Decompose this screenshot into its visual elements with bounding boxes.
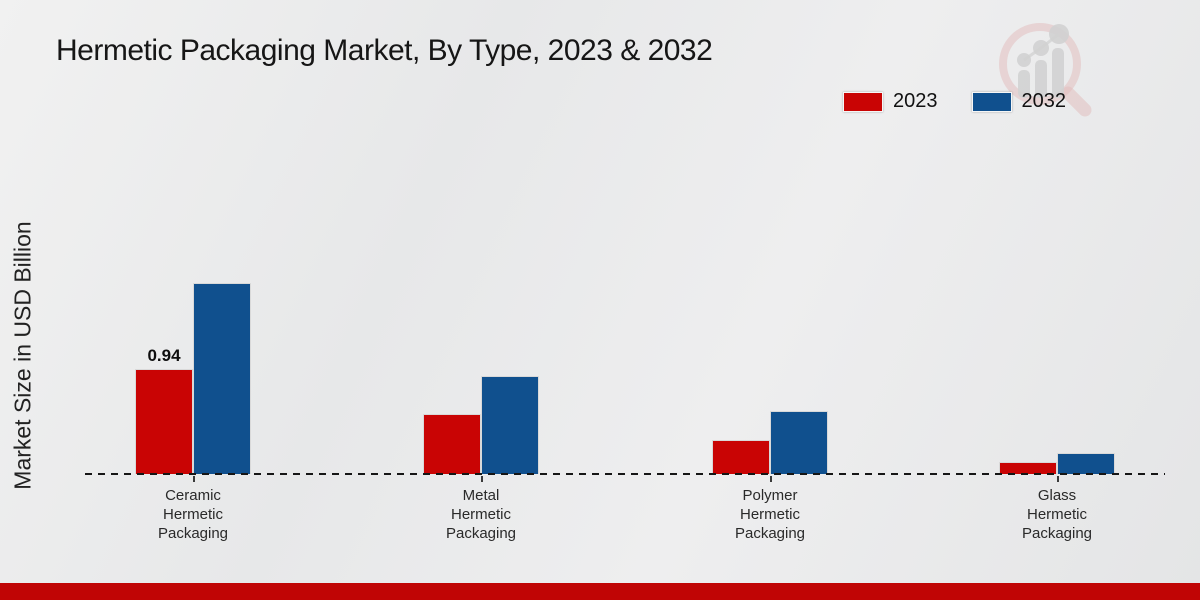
axis-tick (1057, 476, 1059, 482)
footer-accent-band (0, 583, 1200, 600)
legend-label-2023: 2023 (893, 90, 938, 112)
bar-2032-metal (481, 376, 539, 474)
y-axis-label: Market Size in USD Billion (9, 221, 36, 490)
bar-2032-ceramic (193, 283, 251, 474)
bar-2032-glass (1057, 453, 1115, 474)
plot-area: 0.94 Ceramic Hermetic Packaging Metal Herm… (85, 140, 1165, 542)
axis-tick (770, 476, 772, 482)
x-axis-baseline (85, 473, 1165, 475)
category-label: Polymer Hermetic Packaging (734, 487, 806, 542)
category-label: Glass Hermetic Packaging (1021, 487, 1093, 542)
category-label: Metal Hermetic Packaging (445, 487, 517, 542)
legend-label-2032: 2032 (1021, 90, 1067, 112)
axis-tick (481, 476, 483, 482)
legend: 2023 2032 (843, 90, 1066, 113)
magnifier-growth-chart-icon (999, 23, 1092, 117)
bar-group-1: 0.94 Ceramic Hermetic Packaging (135, 283, 251, 542)
legend-swatch-2032 (971, 91, 1012, 112)
legend-item-2032: 2032 (971, 90, 1067, 113)
bar-2032-polymer (770, 411, 828, 474)
bar-2023-metal (423, 414, 481, 474)
legend-swatch-2023 (843, 91, 883, 112)
bar-group-4: Glass Hermetic Packaging (999, 453, 1115, 542)
bar-group-3: Polymer Hermetic Packaging (712, 411, 828, 542)
bar-2023-glass (999, 462, 1057, 474)
bar-group-2: Metal Hermetic Packaging (423, 376, 539, 542)
bar-value-label: 0.94 (147, 346, 181, 365)
bar-2023-polymer (712, 440, 770, 474)
legend-item-2023: 2023 (843, 90, 938, 113)
bar-2023-ceramic: 0.94 (135, 346, 193, 474)
category-label: Ceramic Hermetic Packaging (157, 487, 229, 542)
axis-tick (193, 476, 195, 482)
chart-title: Hermetic Packaging Market, By Type, 2023… (56, 34, 713, 67)
